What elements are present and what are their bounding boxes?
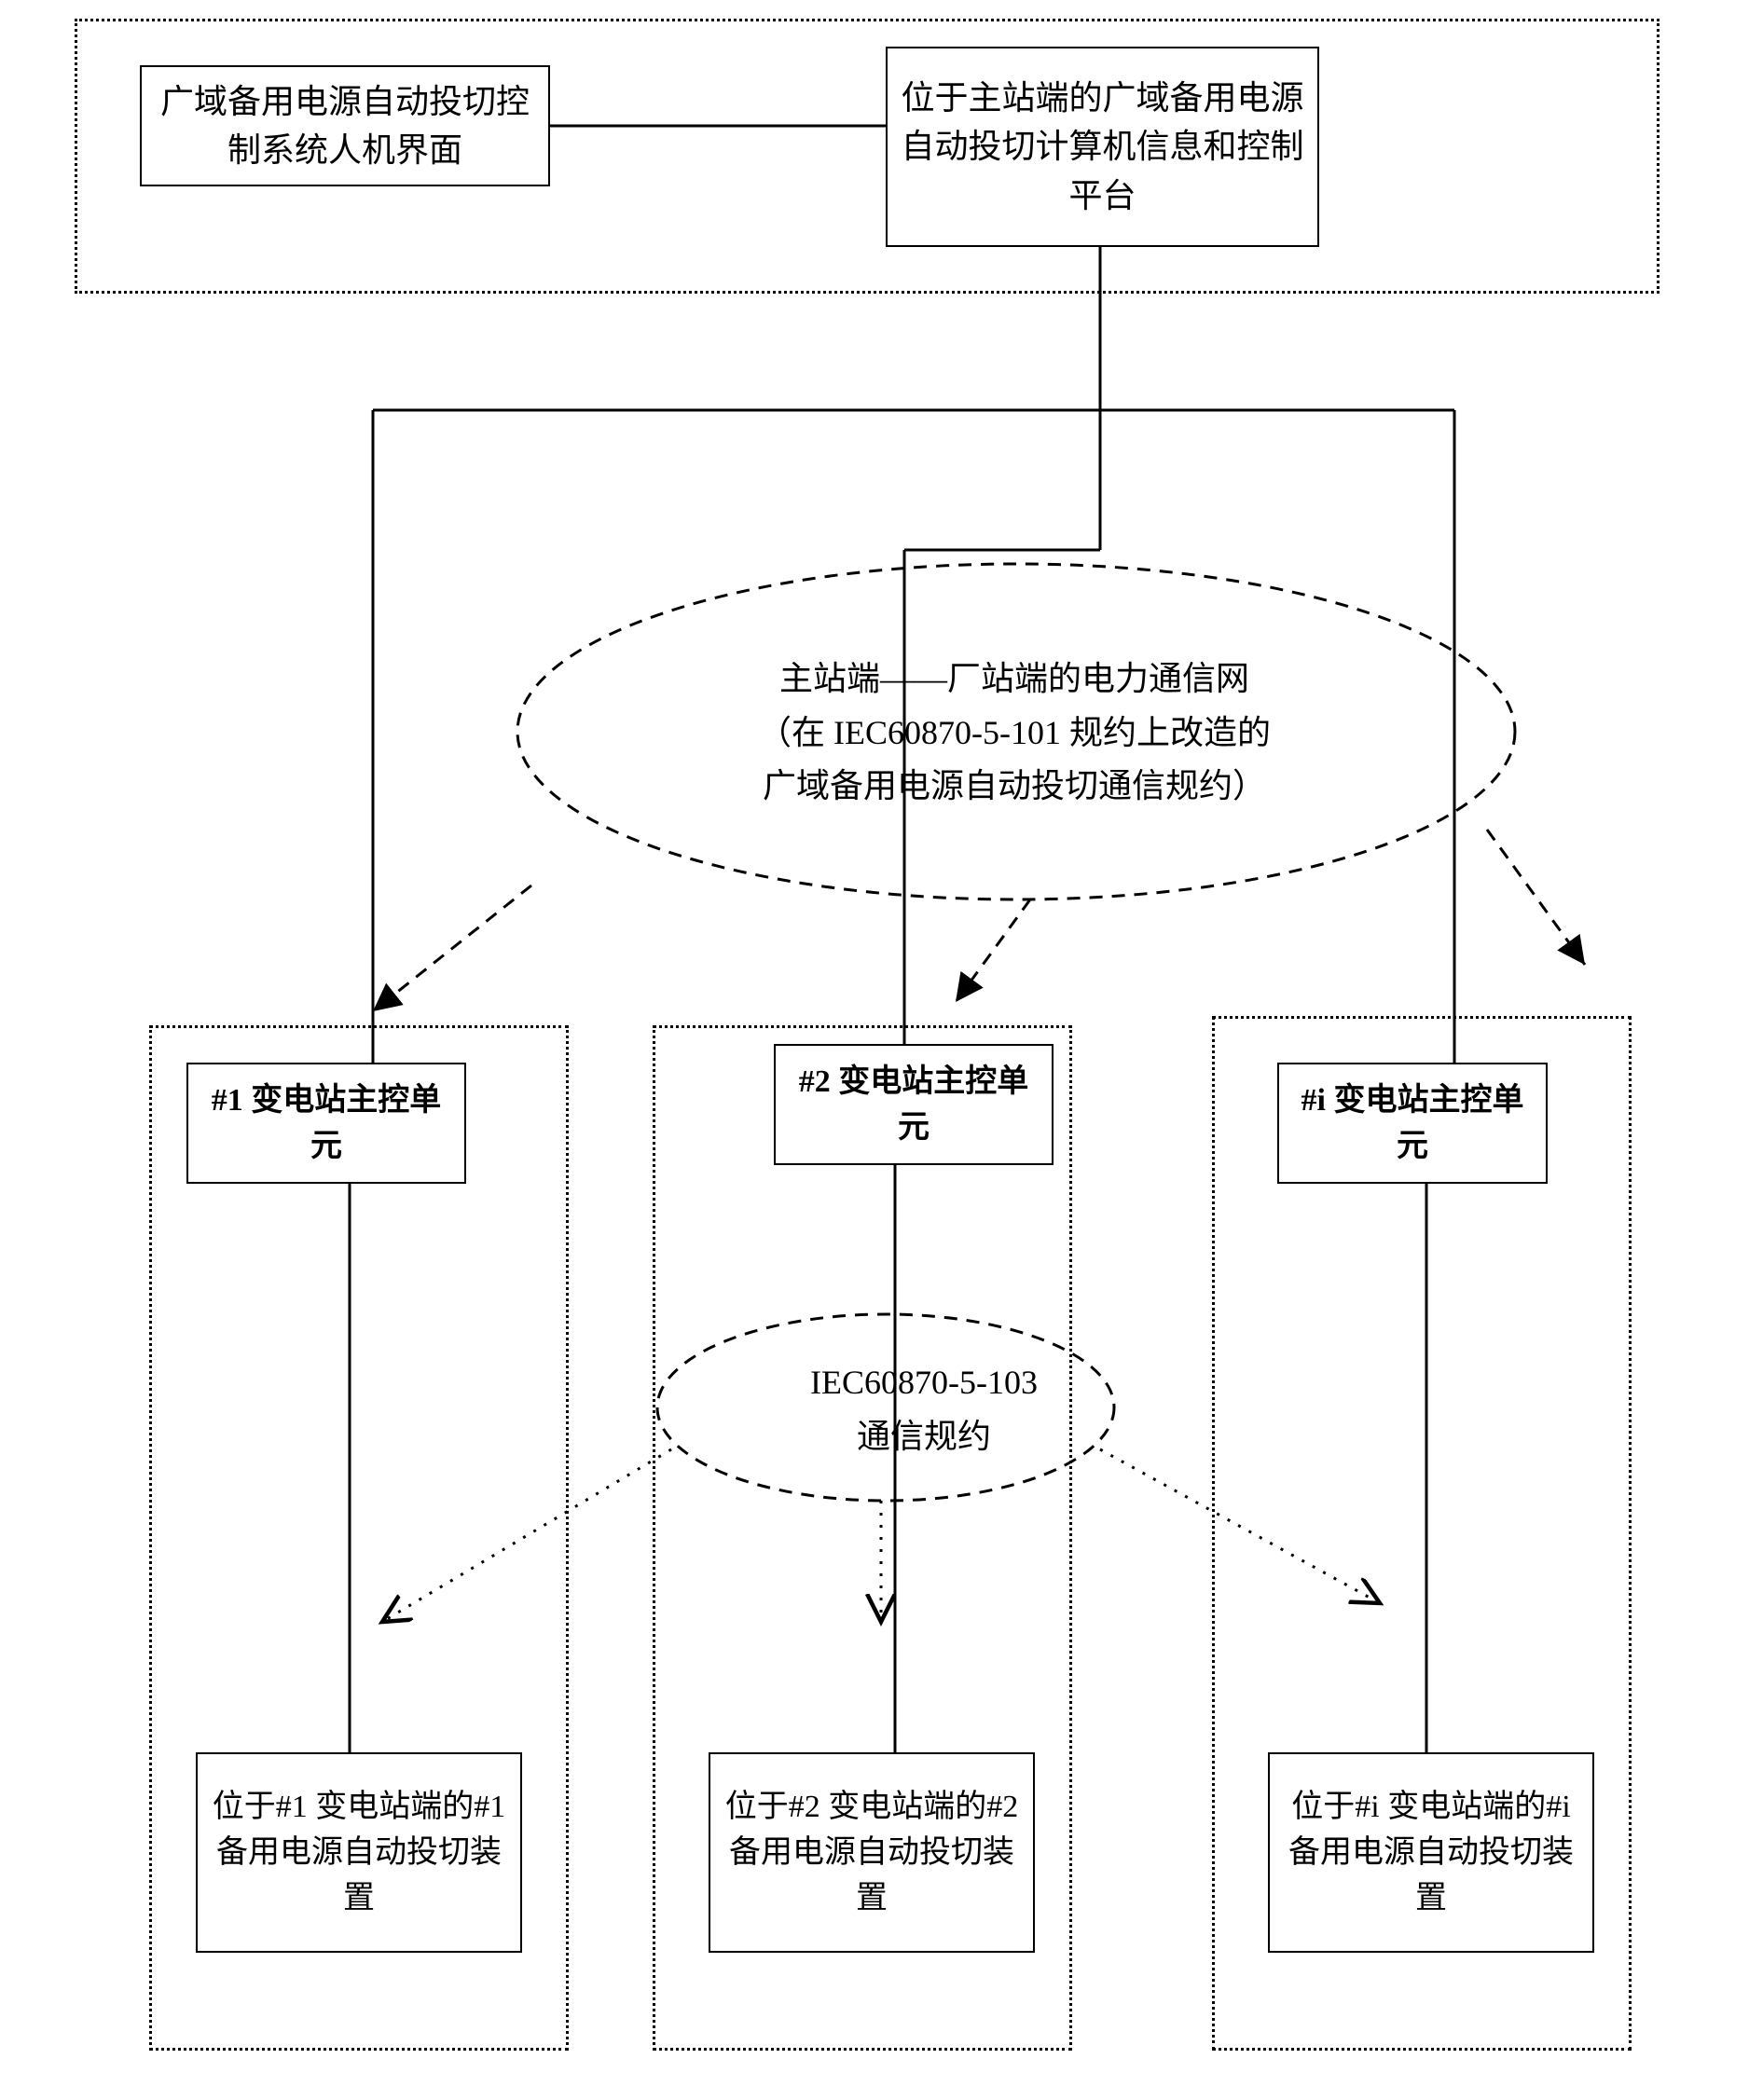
device-box-1: 位于#1 变电站端的#1 备用电源自动投切装置 — [196, 1752, 522, 1953]
hmi-box: 广域备用电源自动投切控制系统人机界面 — [140, 65, 550, 186]
protocol-label: IEC60870-5-103通信规约 — [741, 1356, 1107, 1463]
device-box-3: 位于#i 变电站端的#i 备用电源自动投切装置 — [1268, 1752, 1594, 1953]
dashed-arrow-1 — [956, 899, 1030, 1002]
diagram-canvas: 广域备用电源自动投切控制系统人机界面 位于主站端的广域备用电源自动投切计算机信息和… — [0, 0, 1749, 2100]
dashed-arrow-2 — [1487, 830, 1585, 965]
mcu-box-2: #2 变电站主控单元 — [774, 1044, 1054, 1165]
platform-box: 位于主站端的广域备用电源自动投切计算机信息和控制平台 — [886, 47, 1319, 247]
mcu-box-1: #1 变电站主控单元 — [186, 1063, 466, 1184]
mcu-box-3: #i 变电站主控单元 — [1277, 1063, 1548, 1184]
dashed-arrow-0 — [373, 885, 531, 1011]
device-box-2: 位于#2 变电站端的#2 备用电源自动投切装置 — [709, 1752, 1035, 1953]
network-label: 主站端——厂站端的电力通信网（在 IEC60870-5-101 规约上改造的广域… — [615, 652, 1413, 814]
